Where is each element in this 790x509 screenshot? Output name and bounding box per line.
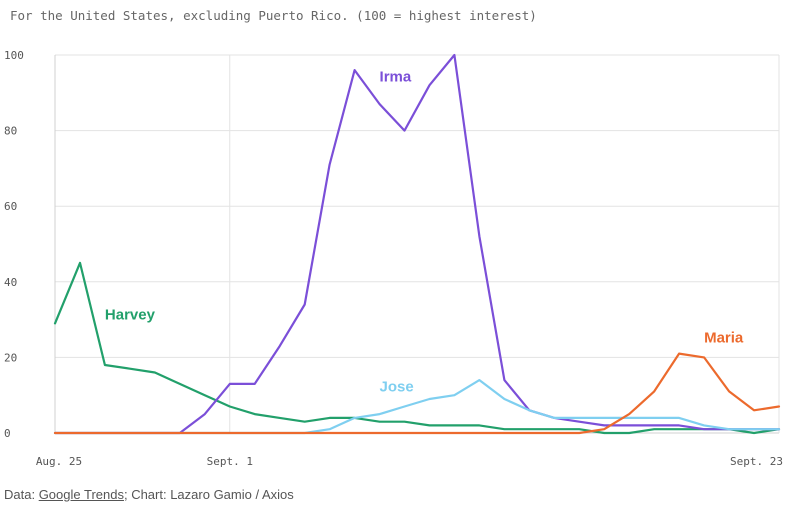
x-tick-label: Sept. 23 <box>730 455 783 468</box>
series-line-maria <box>53 352 781 435</box>
source-prefix: Data: <box>4 487 39 502</box>
series-lines <box>53 53 781 435</box>
y-tick-label: 0 <box>4 427 11 440</box>
series-labels: Harvey Irma Jose Maria <box>105 68 744 395</box>
series-label-irma: Irma <box>380 68 412 85</box>
y-tick-label: 100 <box>4 49 24 62</box>
source-suffix: ; Chart: Lazaro Gamio / Axios <box>123 487 294 502</box>
chart-grid <box>54 54 780 434</box>
x-tick-label: Aug. 25 <box>36 455 82 468</box>
y-tick-label: 60 <box>4 200 17 213</box>
y-axis: 0 20 40 60 80 100 <box>4 49 24 440</box>
y-tick-label: 80 <box>4 125 17 138</box>
y-tick-label: 20 <box>4 351 17 364</box>
series-line-harvey <box>53 261 781 435</box>
series-label-maria: Maria <box>704 329 744 346</box>
series-label-harvey: Harvey <box>105 307 156 324</box>
source-credit: Data: Google Trends; Chart: Lazaro Gamio… <box>4 487 294 502</box>
series-label-jose: Jose <box>380 378 414 395</box>
chart-subtitle: For the United States, excluding Puerto … <box>10 8 537 23</box>
y-tick-label: 40 <box>4 276 17 289</box>
x-tick-label: Sept. 1 <box>207 455 253 468</box>
x-axis: Aug. 25 Sept. 1 Sept. 23 <box>36 455 783 468</box>
google-trends-link[interactable]: Google Trends <box>38 487 124 502</box>
